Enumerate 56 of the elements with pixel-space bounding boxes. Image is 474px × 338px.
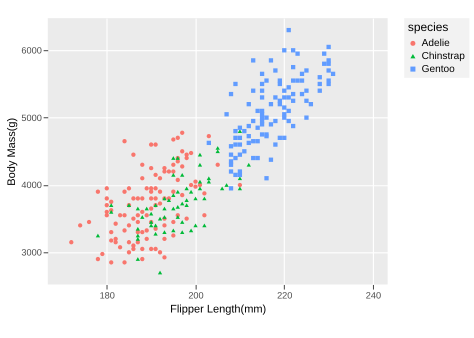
point xyxy=(162,230,167,234)
point xyxy=(153,232,158,236)
point xyxy=(206,180,211,184)
legend-label: Adelie xyxy=(422,38,450,50)
x-tick-label: 180 xyxy=(100,290,115,301)
point xyxy=(184,198,189,202)
point xyxy=(109,203,114,208)
point xyxy=(158,270,162,274)
point xyxy=(171,193,176,197)
point xyxy=(171,228,176,232)
point xyxy=(136,206,140,210)
point xyxy=(136,257,140,261)
point xyxy=(162,206,167,210)
point xyxy=(136,226,140,231)
point xyxy=(238,186,242,190)
point xyxy=(144,206,149,210)
point xyxy=(180,230,184,234)
y-tick-label: 6000 xyxy=(21,46,42,56)
legend-label: Chinstrap xyxy=(422,50,466,62)
point xyxy=(206,176,211,180)
point xyxy=(198,186,202,190)
point xyxy=(216,149,220,154)
point xyxy=(198,152,202,157)
point xyxy=(171,156,176,160)
y-tick-label: 3000 xyxy=(21,248,42,258)
point xyxy=(238,129,242,133)
y-tick-label: 4000 xyxy=(21,180,42,190)
point xyxy=(216,146,220,150)
point xyxy=(180,202,184,206)
x-axis-title: Flipper Length(mm) xyxy=(170,304,266,316)
point xyxy=(193,196,198,200)
point xyxy=(198,162,202,167)
point xyxy=(171,173,176,177)
legend-title: species xyxy=(408,20,448,34)
legend-label: Gentoo xyxy=(422,64,456,75)
point xyxy=(224,183,229,187)
point xyxy=(246,162,251,167)
x-tick-label: 200 xyxy=(188,290,204,301)
point xyxy=(136,236,140,241)
point xyxy=(136,234,140,238)
point xyxy=(184,203,189,208)
point xyxy=(198,180,202,184)
point xyxy=(188,228,194,232)
x-tick-label: 220 xyxy=(277,290,292,301)
y-axis-title: Body Mass(g) xyxy=(6,118,18,186)
point xyxy=(96,234,100,238)
point xyxy=(149,212,154,216)
y-tick-label: 5000 xyxy=(21,112,42,123)
point xyxy=(202,196,207,200)
point xyxy=(158,216,162,221)
point xyxy=(180,220,184,224)
point xyxy=(140,215,144,219)
point xyxy=(188,190,194,194)
x-tick-label: 240 xyxy=(366,290,382,301)
point xyxy=(171,206,176,210)
point xyxy=(176,190,180,194)
